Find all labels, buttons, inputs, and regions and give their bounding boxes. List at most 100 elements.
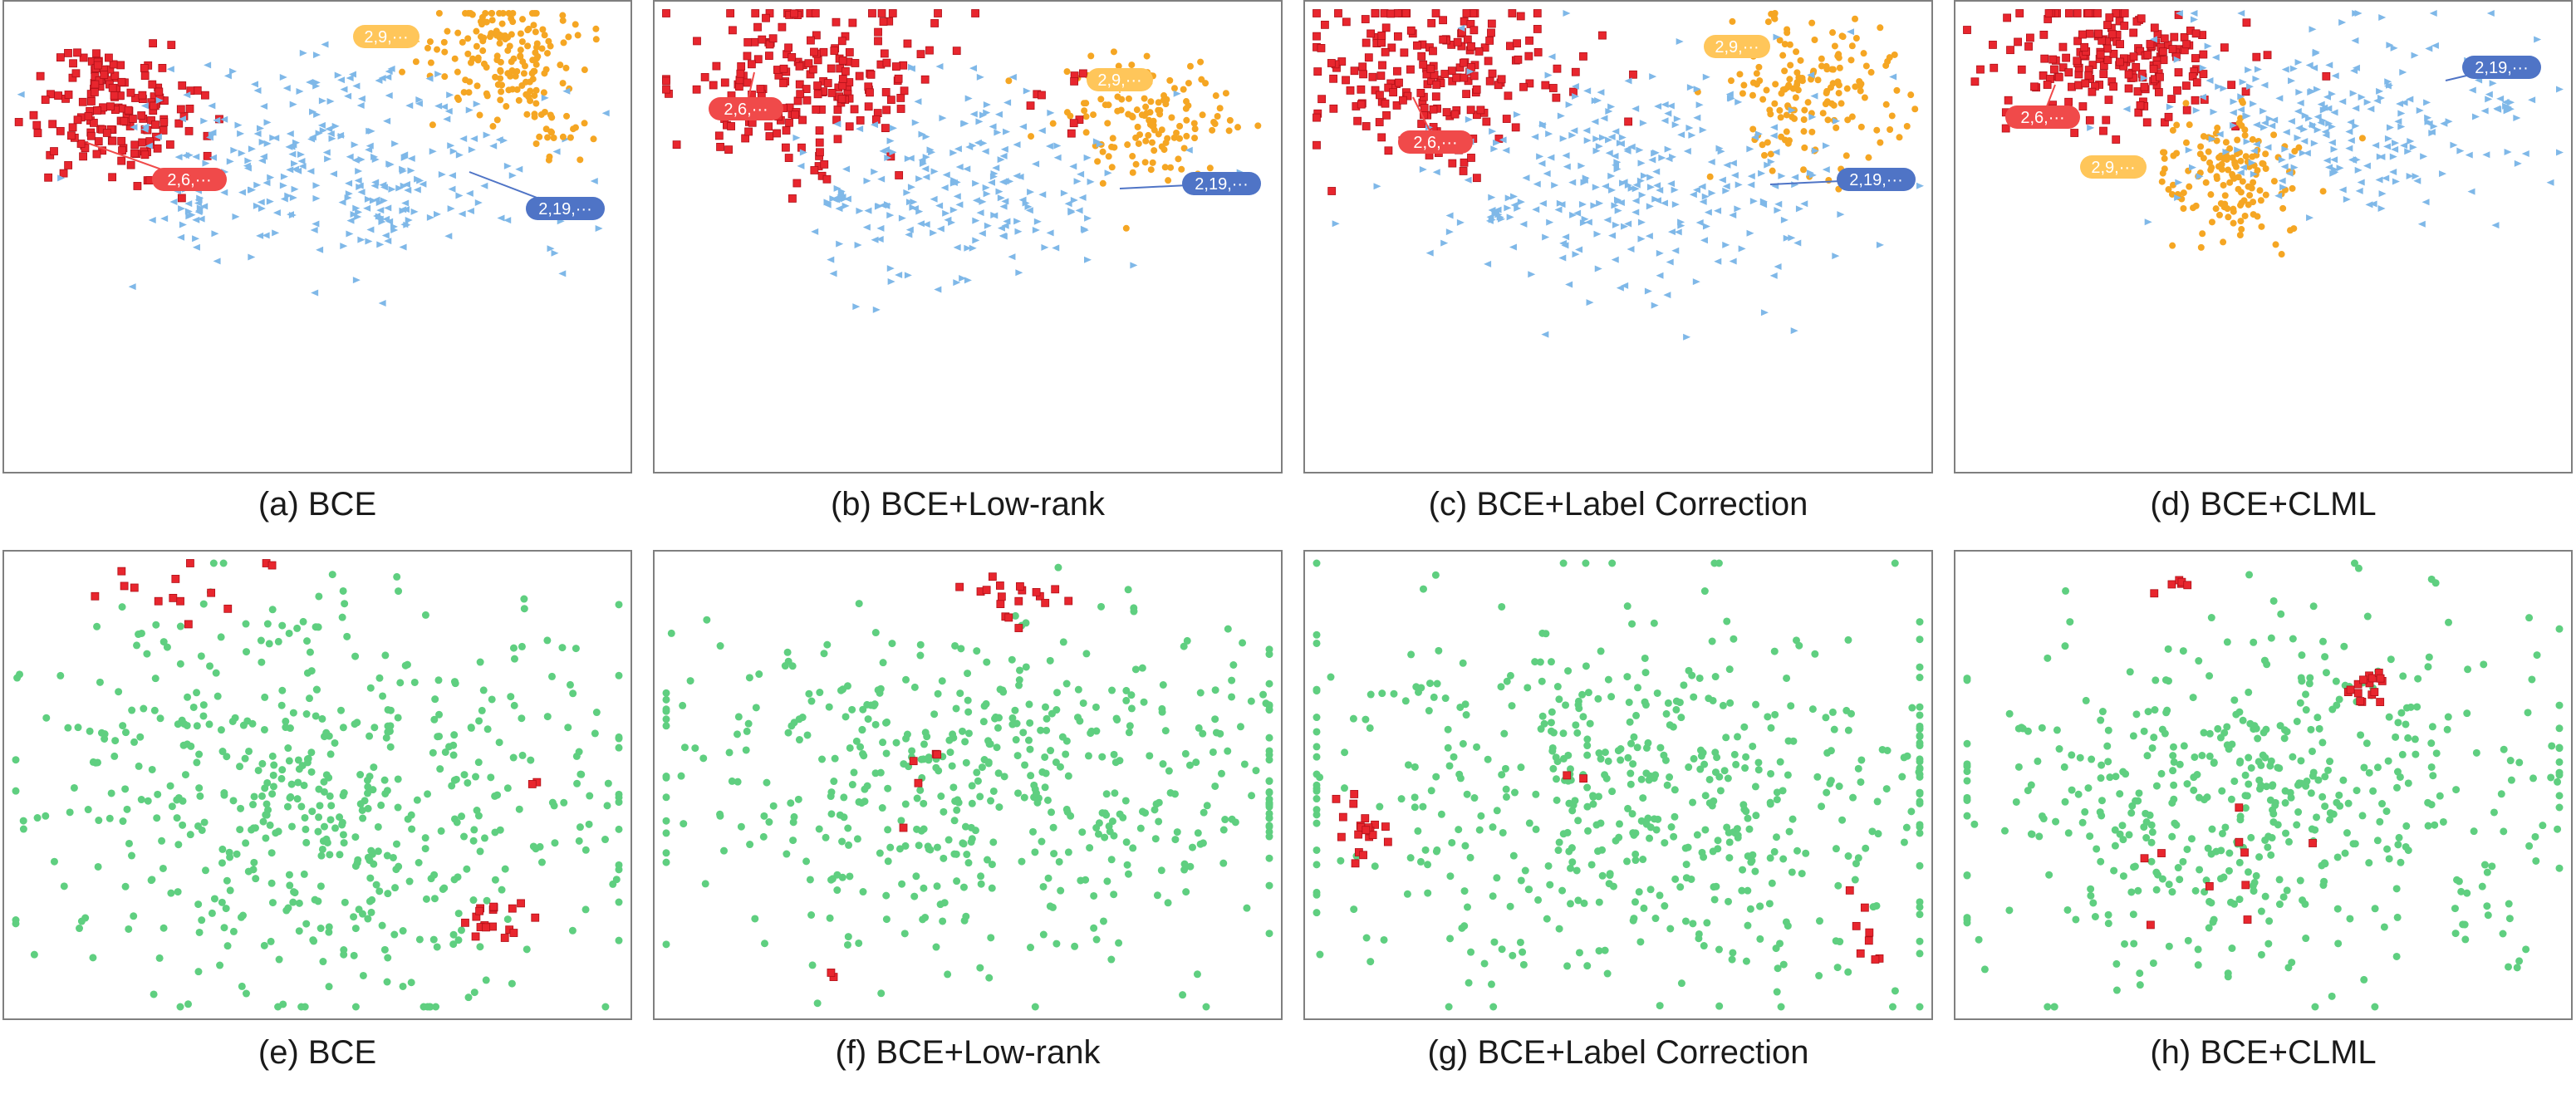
green-dot-point	[2397, 709, 2406, 717]
green-dot-point	[1538, 677, 1546, 685]
blue-triangle-point	[1605, 108, 1613, 115]
red-square-point	[2191, 29, 2201, 38]
blue-triangle-point	[1538, 199, 1547, 207]
blue-triangle-point	[200, 117, 209, 125]
green-dot-point	[1470, 794, 1479, 802]
red-square-point	[2103, 44, 2112, 53]
red-square-point	[1447, 66, 1456, 76]
red-square-point	[2124, 70, 2133, 79]
blue-triangle-point	[272, 209, 281, 217]
blue-triangle-point	[1006, 178, 1014, 185]
red-square-point	[2078, 102, 2088, 110]
red-square-point	[896, 94, 905, 102]
green-dot-point	[2268, 834, 2276, 842]
green-dot-point	[2281, 787, 2289, 795]
red-square-point	[798, 115, 807, 125]
green-dot-point	[1008, 714, 1017, 722]
blue-triangle-point	[1699, 198, 1707, 205]
green-dot-point	[2028, 830, 2036, 838]
blue-triangle-point	[2190, 10, 2198, 17]
blue-triangle-point	[963, 165, 971, 173]
green-dot-point	[2180, 742, 2188, 750]
red-square-point	[2220, 43, 2229, 52]
blue-triangle-point	[2250, 100, 2258, 107]
green-dot-point	[2265, 917, 2274, 925]
green-dot-point	[1900, 753, 1908, 762]
green-dot-point	[1362, 715, 1370, 724]
blue-triangle-point	[983, 109, 991, 116]
blue-triangle-point	[1847, 28, 1855, 36]
green-dot-point	[2455, 877, 2463, 886]
red-square-point	[108, 83, 117, 92]
blue-triangle-point	[1735, 181, 1743, 189]
green-dot-point	[1828, 708, 1837, 716]
green-dot-point	[368, 850, 376, 858]
blue-triangle-point	[905, 226, 914, 233]
green-dot-point	[1601, 946, 1609, 954]
green-dot-point	[1221, 816, 1229, 824]
blue-triangle-point	[2450, 141, 2458, 149]
green-dot-point	[1265, 832, 1273, 841]
green-dot-point	[1057, 886, 1065, 895]
blue-triangle-point	[922, 221, 930, 228]
red-square-point	[59, 169, 68, 178]
green-dot-point	[2395, 833, 2403, 841]
green-dot-point	[925, 845, 933, 853]
green-dot-point	[1744, 921, 1752, 930]
green-dot-point	[2555, 771, 2564, 779]
blue-triangle-point	[836, 240, 844, 248]
green-dot-point	[2103, 742, 2112, 750]
blue-triangle-point	[376, 241, 385, 248]
green-dot-point	[1044, 874, 1052, 882]
green-dot-point	[351, 1003, 360, 1011]
orange-dot-point	[498, 20, 506, 27]
orange-dot-point	[480, 34, 488, 42]
green-dot-point	[840, 793, 848, 802]
green-dot-point	[976, 792, 984, 801]
red-square-point	[1976, 65, 1985, 74]
orange-dot-point	[547, 128, 555, 135]
green-dot-point	[1525, 819, 1533, 827]
red-square-point	[874, 37, 882, 46]
green-dot-point	[130, 738, 139, 746]
blue-triangle-point	[541, 94, 549, 101]
green-dot-point	[585, 820, 593, 828]
red-square-point	[1533, 25, 1542, 33]
green-dot-point	[1397, 795, 1406, 803]
green-dot-point	[662, 705, 670, 714]
red-square-point	[1069, 119, 1078, 128]
green-dot-point	[2289, 635, 2297, 643]
red-square-point	[899, 61, 908, 70]
blue-triangle-point	[856, 207, 864, 214]
green-dot-point	[1124, 586, 1132, 594]
green-dot-point	[218, 859, 226, 867]
green-dot-point	[236, 826, 244, 834]
green-dot-point	[1151, 806, 1159, 814]
blue-triangle-point	[140, 125, 149, 133]
green-dot-point	[488, 695, 496, 704]
red-square-point	[68, 123, 77, 132]
blue-triangle-point	[2345, 145, 2353, 152]
orange-dot-point	[2169, 181, 2176, 189]
green-dot-point	[1511, 788, 1519, 797]
green-dot-point	[989, 787, 998, 795]
green-dot-point	[351, 652, 360, 660]
blue-triangle-point	[1631, 185, 1640, 193]
orange-dot-point	[1823, 98, 1831, 105]
green-dot-point	[509, 644, 518, 652]
green-dot-point	[2470, 827, 2478, 836]
green-dot-point	[2358, 812, 2367, 820]
blue-triangle-point	[969, 110, 978, 118]
green-dot-point	[1151, 835, 1160, 843]
green-dot-point	[396, 679, 405, 687]
green-dot-point	[2050, 1003, 2058, 1011]
green-dot-point	[1119, 813, 1127, 822]
orange-dot-point	[2258, 223, 2265, 230]
blue-triangle-point	[2534, 36, 2542, 43]
green-dot-point	[994, 769, 1003, 778]
green-dot-point	[815, 825, 823, 833]
blue-triangle-point	[346, 230, 354, 238]
green-dot-point	[364, 783, 372, 791]
green-dot-point	[1916, 764, 1924, 773]
green-dot-point	[1559, 729, 1568, 738]
